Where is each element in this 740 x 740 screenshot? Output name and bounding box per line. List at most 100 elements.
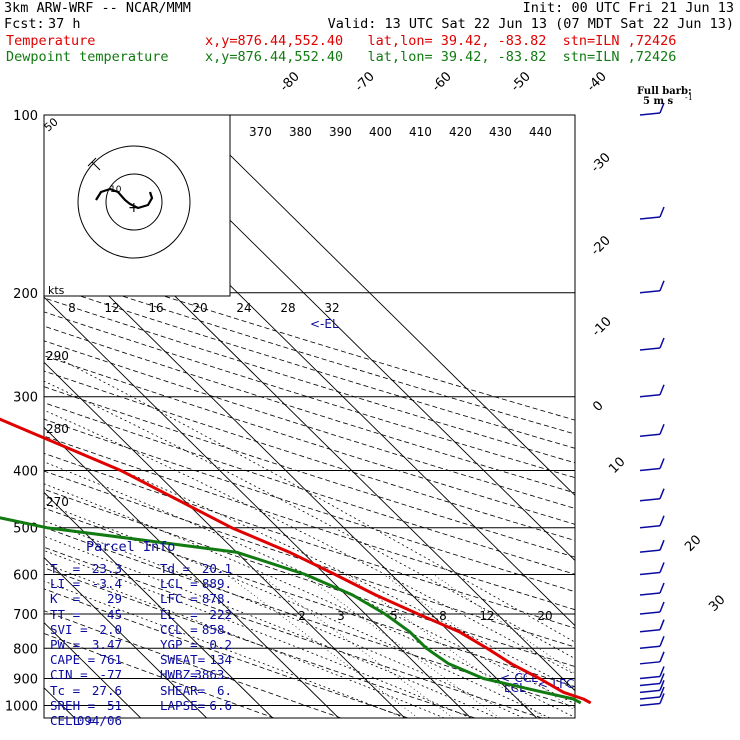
- scale-label: 16: [148, 301, 163, 315]
- parcel-info-cell: 27.6: [91, 682, 122, 698]
- mixing-ratio-line: [383, 574, 575, 712]
- parcel-info-cell: Tc =: [50, 682, 81, 698]
- wind-barb: [639, 433, 661, 438]
- wind-barb-flag: [659, 280, 665, 292]
- dewpoint-profile: [0, 516, 582, 705]
- isotherm-label: -40: [584, 69, 610, 95]
- isotherm-label: -20: [588, 233, 614, 259]
- isotherm-label: -50: [508, 69, 534, 95]
- parcel-info-cell: Td =: [160, 561, 191, 576]
- parcel-info-cell: K =: [50, 591, 81, 607]
- parcel-info-cell: 094/06: [76, 713, 122, 728]
- mixing-ratio-label: 12: [479, 609, 494, 623]
- dewpoint-legend: Dewpoint temperature: [6, 49, 169, 65]
- scale-label: 32: [324, 301, 339, 315]
- isotherm-line: [44, 491, 274, 718]
- theta-label: 370: [249, 125, 272, 139]
- wind-barb: [639, 549, 661, 553]
- isotherm-line: [189, 115, 575, 497]
- parcel-info-cell: 761: [99, 652, 122, 668]
- wind-barb-flag: [659, 562, 665, 573]
- mixing-ratio-label: 5: [390, 609, 398, 623]
- pressure-tick-label: 400: [13, 465, 38, 480]
- isotherm-line: [44, 231, 538, 718]
- parcel-info-title: Parcel Info: [86, 539, 176, 555]
- parcel-info-cell: 889.: [201, 576, 232, 592]
- parcel-info-cell: SWEAT=: [160, 652, 206, 668]
- mixing-ratio-label: 20: [537, 609, 552, 623]
- hodo-dir-label: 270: [46, 495, 69, 509]
- isotherm-line: [44, 361, 406, 718]
- parcel-info-cell: 20.1: [201, 561, 232, 576]
- theta-label: 430: [489, 125, 512, 139]
- dry-adiabat: [44, 452, 575, 629]
- parcel-info-cell: 0.2: [209, 637, 232, 652]
- wind-barb-flag: [659, 680, 665, 691]
- wind-barb: [639, 112, 661, 116]
- pressure-tick-label: 800: [13, 642, 38, 657]
- theta-label: 400: [369, 125, 392, 139]
- wind-barb: [639, 571, 661, 576]
- parcel-info-cell: 6.6: [209, 697, 232, 713]
- parcel-info-cell: -77: [99, 667, 122, 683]
- dry-adiabat: [44, 297, 575, 464]
- mixing-ratio-label: 3: [337, 609, 345, 623]
- scale-label: 28: [280, 301, 295, 315]
- wind-barb-flag: [659, 651, 665, 663]
- parcel-info-cell: CELL =: [50, 713, 96, 728]
- isotherm-label: 0: [590, 398, 606, 414]
- wind-barb-flag: [659, 666, 665, 677]
- hodo-origin: +: [128, 200, 140, 216]
- scale-label: 8: [68, 301, 76, 315]
- wind-barb-flag: [659, 102, 665, 114]
- isotherm-line: [44, 296, 472, 718]
- parcel-info-cell: -3.4: [91, 576, 122, 592]
- parcel-info-cell: LI =: [50, 576, 81, 592]
- mixing-ratio-line: [345, 574, 546, 718]
- parcel-info-cell: 45: [106, 606, 122, 622]
- wind-barb-flag: [659, 693, 665, 704]
- wind-barb: [639, 524, 661, 529]
- isotherm-label: -10: [589, 314, 615, 340]
- parcel-info-cell: LCL =: [160, 576, 198, 592]
- wind-barb-flag: [659, 337, 665, 349]
- moist-adiabat: [44, 502, 551, 718]
- hodograph-box: [43, 114, 231, 297]
- mixing-ratio-label: 2: [298, 609, 306, 623]
- parcel-info-cell: 3.47: [91, 637, 122, 652]
- hodo-units-label: kts: [48, 284, 65, 297]
- isotherm-label: -80: [277, 69, 303, 95]
- wind-barb-flag: [659, 488, 665, 499]
- moist-adiabat: [44, 436, 575, 691]
- moist-adiabat: [44, 409, 575, 676]
- wind-barb-flag: [659, 384, 665, 396]
- model-title: 3km ARW-WRF -- NCAR/MMM: [4, 0, 191, 16]
- valid-time: Valid: 13 UTC Sat 22 Jun 13 (07 MDT Sat …: [327, 16, 734, 32]
- wind-barb-flag: [659, 673, 665, 684]
- wind-barb: [639, 497, 661, 502]
- wind-barb: [639, 393, 661, 398]
- parcel-info-cell: LFC =: [160, 591, 198, 607]
- parcel-info-cell: 51: [106, 697, 122, 713]
- wind-barb: [639, 682, 661, 687]
- wind-barb-flag: [659, 539, 665, 551]
- wind-barb-flag: [659, 206, 665, 218]
- isotherm-label: -70: [352, 69, 378, 95]
- parcel-info-cell: 29: [106, 591, 122, 607]
- pressure-tick-label: 700: [13, 608, 38, 623]
- wind-barb-flag: [659, 458, 665, 469]
- el-marker: <-EL: [310, 317, 339, 331]
- pressure-tick-label: 1000: [5, 699, 38, 714]
- isotherm-label: 10: [606, 455, 628, 477]
- wind-barb: [639, 290, 661, 294]
- wind-barb-flag: [659, 686, 665, 698]
- parcel-info-cell: 858.: [201, 621, 232, 637]
- theta-label: 410: [409, 125, 432, 139]
- barb-legend-value: 5 m s: [643, 96, 674, 107]
- parcel-info-cell: 222: [209, 606, 232, 622]
- parcel-info-cell: 134: [209, 652, 232, 668]
- parcel-info-cell: SVI =: [50, 621, 88, 637]
- isotherm-line: [44, 426, 340, 718]
- barb-legend-title: Full barb:: [637, 86, 692, 97]
